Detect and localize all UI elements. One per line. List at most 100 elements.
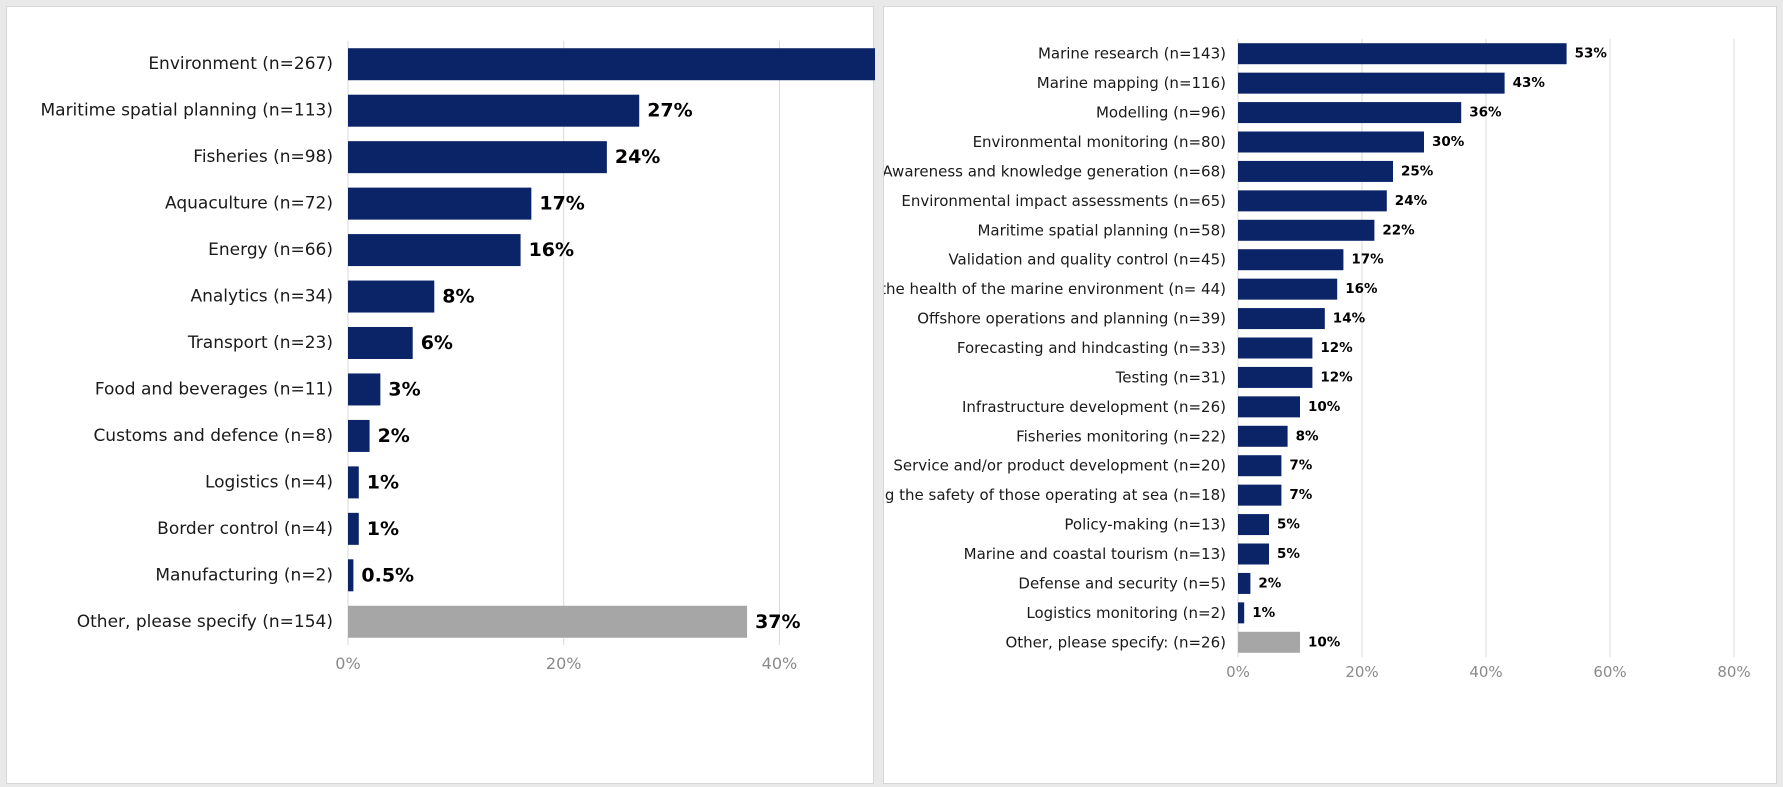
chart-panel-sectors: Environment (n=267)65%Maritime spatial p… xyxy=(6,6,875,784)
bar xyxy=(1238,43,1567,65)
value-label: 22% xyxy=(1382,222,1415,238)
bar xyxy=(348,280,435,313)
value-label: 3% xyxy=(388,378,420,400)
bar xyxy=(348,419,370,452)
x-tick-label: 20% xyxy=(546,654,582,673)
value-label: 1% xyxy=(367,471,399,493)
category-label: Fisheries (n=98) xyxy=(193,147,333,167)
bar-other xyxy=(1238,631,1300,653)
value-label: 53% xyxy=(1575,46,1608,62)
category-label: Other, please specify: (n=26) xyxy=(1005,633,1226,651)
category-label: Logistics (n=4) xyxy=(205,472,333,492)
bar xyxy=(1238,543,1269,565)
value-label: 10% xyxy=(1308,634,1341,650)
category-label: Transport (n=23) xyxy=(187,333,333,353)
bar xyxy=(348,373,381,406)
value-label: 6% xyxy=(421,332,453,354)
category-label: Logistics monitoring (n=2) xyxy=(1026,604,1226,622)
category-label: Border control (n=4) xyxy=(157,519,333,539)
category-label: Environment (n=267) xyxy=(148,54,333,74)
value-label: 24% xyxy=(1395,193,1428,209)
value-label: 30% xyxy=(1432,134,1465,150)
value-label: 2% xyxy=(378,425,410,447)
bar-chart-sectors: Environment (n=267)65%Maritime spatial p… xyxy=(40,41,875,673)
bar xyxy=(1238,602,1245,624)
value-label: 17% xyxy=(539,193,584,215)
bar xyxy=(1238,190,1387,212)
bar xyxy=(1238,484,1282,506)
value-label: 12% xyxy=(1320,369,1353,385)
value-label: 2% xyxy=(1258,575,1281,591)
value-label: 14% xyxy=(1333,311,1366,327)
category-label: Defense and security (n=5) xyxy=(1018,574,1226,592)
value-label: 7% xyxy=(1289,487,1312,503)
bar xyxy=(1238,278,1338,300)
bar xyxy=(1238,219,1375,241)
value-label: 8% xyxy=(1296,428,1319,444)
bar xyxy=(348,48,875,81)
bar xyxy=(1238,308,1325,330)
value-label: 25% xyxy=(1401,163,1434,179)
category-label: Energy (n=66) xyxy=(208,240,333,260)
bar xyxy=(1238,131,1424,153)
bar xyxy=(1238,72,1505,94)
value-label: 8% xyxy=(442,286,474,308)
category-label: Customs and defence (n=8) xyxy=(93,426,333,446)
category-label: Manufacturing (n=2) xyxy=(155,565,333,585)
bar xyxy=(348,141,607,174)
bar xyxy=(1238,366,1313,388)
category-label: Environmental monitoring (n=80) xyxy=(973,133,1226,151)
bar xyxy=(1238,572,1251,594)
bar xyxy=(348,559,354,592)
value-label: 16% xyxy=(1345,281,1378,297)
category-label: Forecasting and hindcasting (n=33) xyxy=(957,339,1226,357)
value-label: 24% xyxy=(615,146,660,168)
bar xyxy=(348,94,640,127)
bar xyxy=(348,327,413,359)
value-label: 17% xyxy=(1351,252,1384,268)
x-tick-label: 40% xyxy=(762,654,798,673)
category-label: Food and beverages (n=11) xyxy=(95,379,333,399)
category-label: Awareness and knowledge generation (n=68… xyxy=(884,162,1226,180)
value-label: 10% xyxy=(1308,399,1341,415)
value-label: 1% xyxy=(1252,605,1275,621)
category-label: Modelling (n=96) xyxy=(1096,104,1226,122)
bar xyxy=(1238,396,1300,418)
value-label: 12% xyxy=(1320,340,1353,356)
category-label: Maritime spatial planning (n=58) xyxy=(977,221,1226,239)
category-label: Marine mapping (n=116) xyxy=(1037,74,1226,92)
value-label: 1% xyxy=(367,518,399,540)
x-tick-label: 0% xyxy=(335,654,360,673)
bar xyxy=(1238,249,1344,271)
category-label: Environmental impact assessments (n=65) xyxy=(901,192,1226,210)
x-tick-label: 60% xyxy=(1593,663,1626,681)
category-label: Infrastructure development (n=26) xyxy=(962,398,1226,416)
value-label: 37% xyxy=(755,611,800,633)
bar xyxy=(1238,455,1282,477)
bar xyxy=(348,466,359,499)
category-label: Validation and quality control (n=45) xyxy=(948,251,1226,269)
x-tick-label: 20% xyxy=(1345,663,1378,681)
value-label: 43% xyxy=(1513,75,1546,91)
category-label: Aquaculture (n=72) xyxy=(165,194,333,214)
category-label: Maritime spatial planning (n=113) xyxy=(40,101,333,121)
category-label: Other, please specify (n=154) xyxy=(77,612,333,632)
x-tick-label: 0% xyxy=(1226,663,1250,681)
bar xyxy=(348,187,532,220)
category-label: Marine and coastal tourism (n=13) xyxy=(964,545,1226,563)
category-label: Testing (n=31) xyxy=(1115,368,1226,386)
value-label: 7% xyxy=(1289,458,1312,474)
category-label: Marine research (n=143) xyxy=(1038,45,1226,63)
bar-chart-uses: Marine research (n=143) 53% Marine mapping… xyxy=(884,39,1751,681)
value-label: 5% xyxy=(1277,517,1300,533)
value-label: 0.5% xyxy=(361,564,414,586)
value-label: 5% xyxy=(1277,546,1300,562)
category-label: Ensuring the safety of those operating a… xyxy=(884,486,1226,504)
chart-panel-uses: Marine research (n=143) 53% Marine mapping… xyxy=(883,6,1777,784)
bar xyxy=(1238,102,1462,124)
value-label: 36% xyxy=(1469,105,1502,121)
bar xyxy=(348,234,521,267)
category-label: Ensuring the health of the marine enviro… xyxy=(884,280,1226,298)
x-tick-label: 80% xyxy=(1717,663,1750,681)
x-tick-label: 40% xyxy=(1469,663,1502,681)
